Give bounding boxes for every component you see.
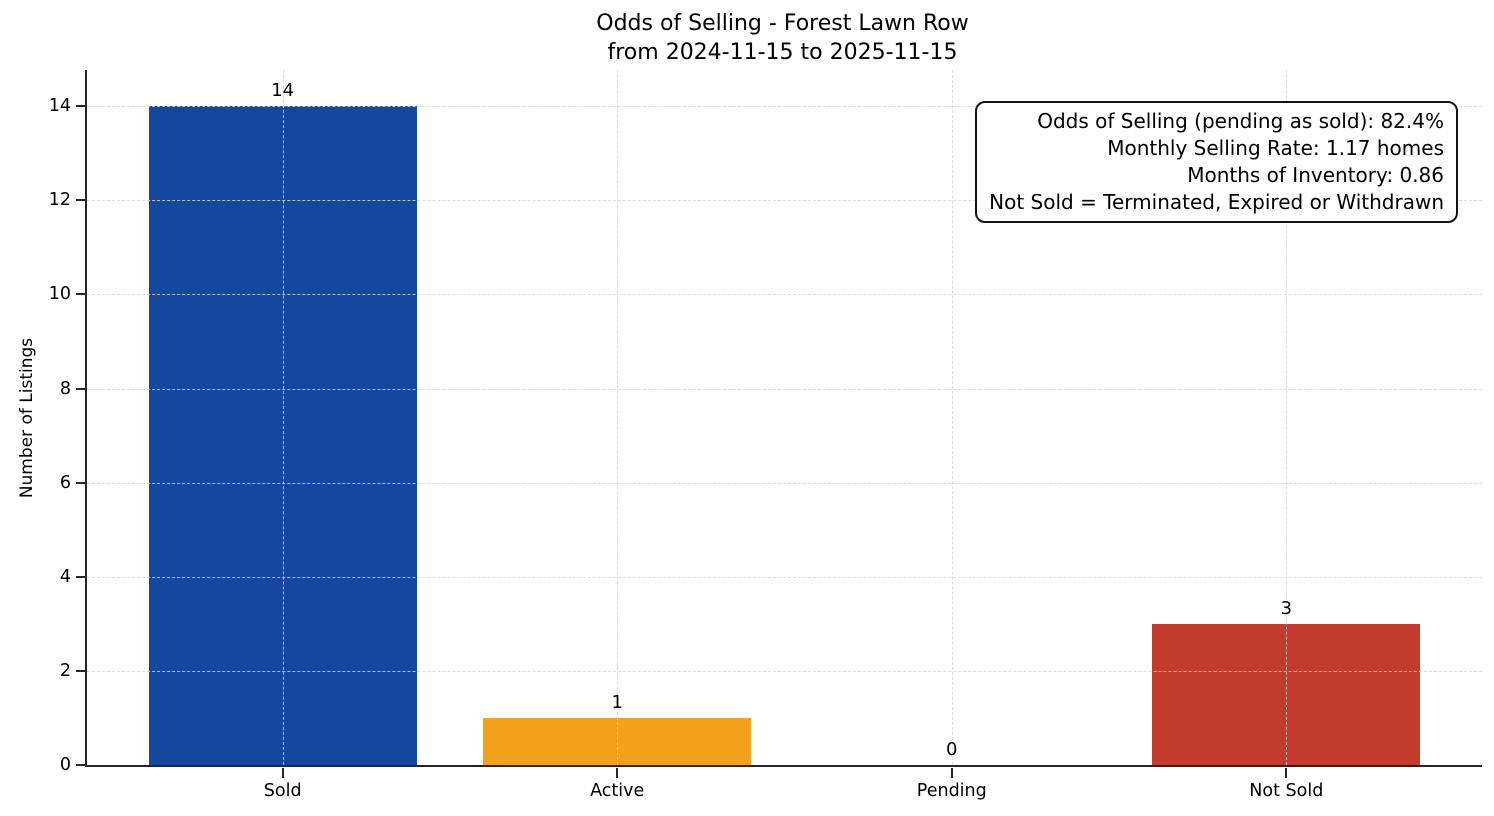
chart-title-line2: from 2024-11-15 to 2025-11-15: [607, 40, 958, 65]
y-gridline: [87, 482, 1482, 484]
bar-value-label: 14: [271, 80, 295, 102]
annotation-monthly-selling-rate: Monthly Selling Rate: 1.17 homes: [1107, 136, 1444, 160]
chart-title: Odds of Selling - Forest Lawn Row from 2…: [85, 9, 1480, 67]
y-tick-mark: [76, 481, 85, 484]
y-tick-label: 0: [59, 755, 71, 775]
y-gridline: [87, 576, 1482, 578]
y-gridline: [87, 388, 1482, 390]
x-gridline: [1286, 70, 1288, 765]
y-tick-label: 2: [59, 660, 71, 681]
x-tick-label: Active: [590, 781, 645, 801]
y-gridline: [87, 670, 1482, 672]
x-tick-label: Pending: [916, 781, 987, 801]
y-tick-mark: [76, 293, 85, 296]
x-tick-label: Not Sold: [1249, 781, 1324, 801]
bar-value-label: 0: [946, 739, 958, 760]
annotation-months-of-inventory: Months of Inventory: 0.86: [1187, 163, 1444, 187]
x-tick-mark: [950, 767, 953, 778]
bar-value-label: 1: [611, 691, 623, 713]
x-tick-mark: [616, 767, 619, 778]
y-tick-label: 4: [59, 566, 71, 587]
plot-area: 0 2 4 6 8 10 12 14 14 Sold 1 Active 0 Pending 3 Not Sol…: [49, 70, 1482, 801]
y-tick-label: 8: [59, 378, 71, 399]
y-axis-label: Number of Listings: [17, 337, 37, 499]
y-gridline: [87, 200, 1482, 202]
y-tick-mark: [76, 199, 85, 202]
x-tick-mark: [1285, 767, 1288, 778]
annotation-odds-of-selling: Odds of Selling (pending as sold): 82.4%: [1037, 109, 1444, 133]
y-tick-label: 12: [48, 190, 71, 211]
y-tick-mark: [76, 387, 85, 390]
x-gridline: [282, 70, 284, 765]
y-tick-label: 6: [59, 472, 71, 493]
bar-value-label: 3: [1280, 597, 1293, 619]
y-tick-label: 14: [48, 96, 71, 117]
y-tick-mark: [76, 764, 85, 766]
x-gridline: [951, 70, 953, 765]
stats-annotation-box: Odds of Selling (pending as sold): 82.4%…: [975, 101, 1458, 223]
y-gridline: [87, 106, 1482, 108]
annotation-not-sold-definition: Not Sold = Terminated, Expired or Withdr…: [989, 190, 1444, 214]
chart-title-line1: Odds of Selling - Forest Lawn Row: [596, 11, 969, 36]
y-tick-mark: [76, 669, 85, 672]
y-tick-mark: [76, 105, 85, 108]
y-tick-mark: [76, 575, 85, 578]
y-tick-label: 10: [48, 284, 71, 305]
y-gridline: [87, 294, 1482, 296]
x-tick-label: Sold: [263, 781, 302, 801]
x-tick-mark: [281, 767, 284, 778]
x-gridline: [617, 70, 619, 765]
